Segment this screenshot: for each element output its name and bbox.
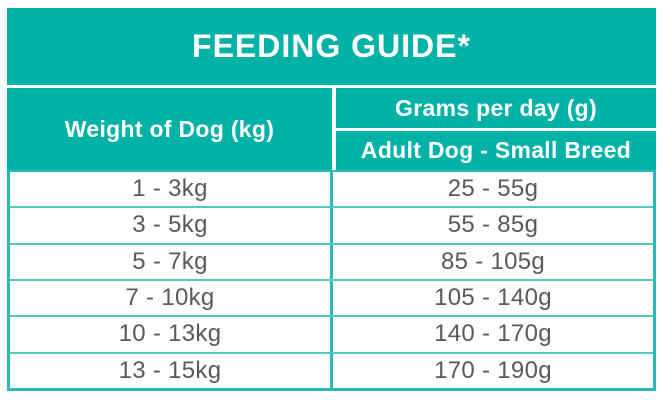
table-row: 3 - 5kg 55 - 85g	[10, 206, 653, 243]
header-adult-dog-small-breed: Adult Dog - Small Breed	[336, 131, 656, 170]
cell-grams: 105 - 140g	[434, 284, 552, 312]
column-divider	[330, 353, 333, 388]
table-row: 1 - 3kg 25 - 55g	[10, 172, 653, 207]
cell-grams: 25 - 55g	[447, 175, 539, 203]
table-row: 7 - 10kg 105 - 140g	[10, 278, 653, 316]
column-divider	[330, 208, 333, 243]
table-title-bar: FEEDING GUIDE*	[7, 8, 656, 85]
header-weight-of-dog: Weight of Dog (kg)	[7, 88, 332, 170]
title-header-divider	[7, 85, 656, 88]
cell-weight: 10 - 13kg	[118, 320, 222, 348]
cell-weight: 13 - 15kg	[118, 356, 222, 384]
header-grams-per-day: Grams per day (g)	[336, 88, 656, 128]
column-divider	[330, 172, 333, 207]
table-body: 1 - 3kg 25 - 55g 3 - 5kg 55 - 85g 5 - 7k…	[7, 170, 656, 391]
cell-weight: 3 - 5kg	[132, 211, 208, 239]
column-divider	[330, 280, 333, 316]
cell-grams: 140 - 170g	[434, 320, 552, 348]
table-row: 13 - 15kg 170 - 190g	[10, 351, 653, 388]
cell-weight: 7 - 10kg	[125, 284, 215, 312]
cell-grams: 55 - 85g	[447, 211, 539, 239]
table-row: 5 - 7kg 85 - 105g	[10, 242, 653, 279]
feeding-guide-table: FEEDING GUIDE* Weight of Dog (kg) Grams …	[7, 8, 656, 391]
column-divider	[330, 244, 333, 279]
cell-grams: 85 - 105g	[440, 247, 546, 275]
table-row: 10 - 13kg 140 - 170g	[10, 315, 653, 352]
table-header: Weight of Dog (kg) Grams per day (g) Adu…	[7, 88, 656, 170]
table-title: FEEDING GUIDE*	[192, 28, 471, 64]
cell-weight: 1 - 3kg	[132, 175, 208, 203]
cell-weight: 5 - 7kg	[132, 247, 208, 275]
cell-grams: 170 - 190g	[434, 356, 552, 384]
column-divider	[330, 317, 333, 352]
